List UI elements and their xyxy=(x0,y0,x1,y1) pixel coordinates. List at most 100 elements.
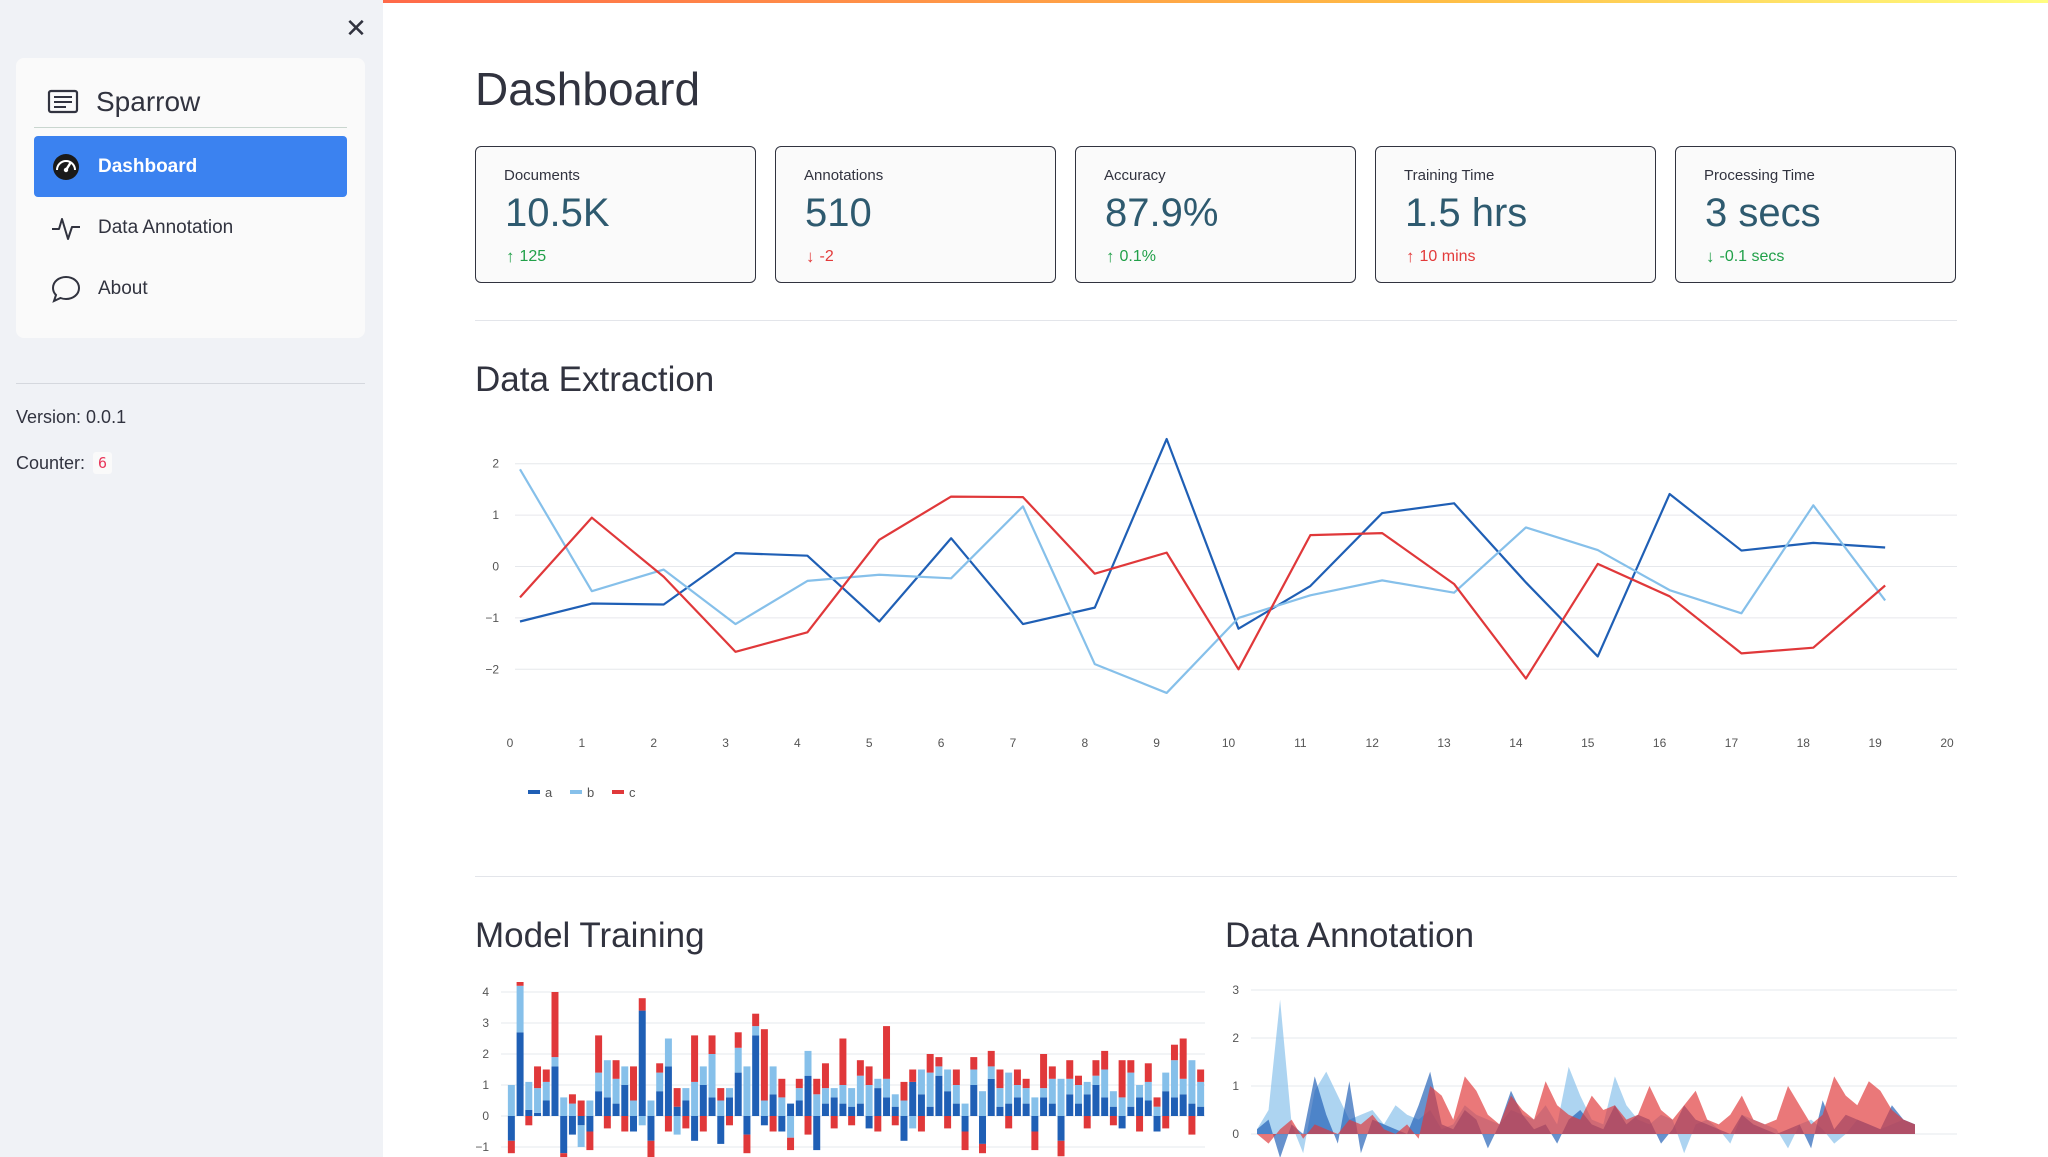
bar-c xyxy=(813,1078,821,1095)
bar-b xyxy=(1144,1081,1152,1101)
metric-delta: ↓ -0.1 secs xyxy=(1706,247,1785,266)
bar-a xyxy=(909,1081,917,1116)
bar-b xyxy=(656,1072,664,1092)
legend-label-c: c xyxy=(629,785,636,800)
y-tick-label: 1 xyxy=(1232,1079,1239,1093)
x-tick-label: 2 xyxy=(650,736,657,750)
bar-c xyxy=(1188,1116,1196,1135)
bar-c xyxy=(1170,1044,1178,1061)
bar-b xyxy=(638,1116,646,1126)
bar-b xyxy=(1197,1081,1205,1107)
sidebar-item-data-annotation[interactable]: Data Annotation xyxy=(34,197,347,258)
bar-c xyxy=(804,1116,812,1135)
bar-b xyxy=(935,1066,943,1076)
x-tick-label: 15 xyxy=(1581,736,1595,750)
bar-b xyxy=(1179,1078,1187,1095)
sidebar-item-about[interactable]: About xyxy=(34,258,347,319)
bar-c xyxy=(1109,1116,1117,1126)
bar-c xyxy=(551,992,559,1058)
x-tick-label: 14 xyxy=(1509,736,1523,750)
section-title-training: Model Training xyxy=(475,916,705,955)
bar-b xyxy=(568,1103,576,1116)
bar-a xyxy=(621,1085,629,1116)
bar-c xyxy=(769,1116,777,1132)
bar-c xyxy=(595,1035,603,1073)
bar-a xyxy=(542,1100,550,1116)
x-tick-label: 3 xyxy=(722,736,729,750)
section-title-extraction: Data Extraction xyxy=(475,360,715,399)
bar-b xyxy=(979,1091,987,1116)
bar-b xyxy=(856,1075,864,1104)
bar-a xyxy=(1153,1116,1161,1132)
bar-a xyxy=(1022,1103,1030,1116)
bar-c xyxy=(734,1032,742,1048)
bar-c xyxy=(656,1063,664,1073)
bar-a xyxy=(1144,1100,1152,1116)
version-text: Version: 0.0.1 xyxy=(16,407,127,427)
top-decoration-bar xyxy=(0,0,2048,3)
metric-delta: ↑ 0.1% xyxy=(1106,247,1156,266)
bar-b xyxy=(891,1094,899,1107)
bar-a xyxy=(1048,1103,1056,1116)
nav-menu: Sparrow Dashboard Data Annotation xyxy=(16,58,365,338)
arrow-down-icon: ↓ xyxy=(806,247,815,266)
close-sidebar-icon[interactable]: ✕ xyxy=(345,13,367,43)
metric-documents: Documents 10.5K ↑ 125 xyxy=(475,146,756,283)
y-tick-label: 2 xyxy=(492,457,499,471)
bar-a xyxy=(917,1094,925,1116)
bar-b xyxy=(804,1050,812,1076)
bar-b xyxy=(865,1085,873,1116)
bar-b xyxy=(621,1066,629,1085)
legend-swatch-a xyxy=(528,790,540,794)
bar-c xyxy=(1127,1060,1135,1073)
bar-c xyxy=(1048,1066,1056,1079)
bar-a xyxy=(1127,1106,1135,1116)
bar-b xyxy=(1118,1097,1126,1116)
bar-b xyxy=(917,1069,925,1095)
bar-c xyxy=(717,1088,725,1101)
bar-b xyxy=(1153,1106,1161,1116)
bar-a xyxy=(699,1085,707,1116)
bar-b xyxy=(1170,1060,1178,1098)
bar-b xyxy=(1022,1088,1030,1104)
x-tick-label: 6 xyxy=(938,736,945,750)
metric-label: Annotations xyxy=(804,167,884,184)
x-tick-label: 4 xyxy=(794,736,801,750)
bar-a xyxy=(813,1116,821,1151)
bar-a xyxy=(1066,1094,1074,1116)
metric-value: 1.5 hrs xyxy=(1405,191,1528,235)
bar-b xyxy=(1083,1081,1091,1095)
bar-chart-training: −1 0 1 2 3 4 xyxy=(475,982,1205,1157)
x-tick-label: 11 xyxy=(1294,736,1307,750)
x-tick-label: 19 xyxy=(1868,736,1882,750)
bar-c xyxy=(507,1140,515,1154)
bar-a xyxy=(787,1103,795,1116)
bar-a xyxy=(1197,1106,1205,1116)
bar-c xyxy=(516,982,524,986)
bar-b xyxy=(996,1088,1004,1107)
bar-c xyxy=(673,1088,681,1107)
bar-b xyxy=(551,1057,559,1067)
bar-b xyxy=(813,1094,821,1116)
sidebar-item-dashboard[interactable]: Dashboard xyxy=(34,136,347,197)
bar-a xyxy=(987,1078,995,1116)
y-tick-label: 1 xyxy=(482,1078,489,1092)
bar-a xyxy=(891,1106,899,1116)
receipt-icon xyxy=(47,89,79,113)
bar-a xyxy=(551,1066,559,1116)
metric-delta: ↑ 125 xyxy=(506,247,547,266)
bar-a xyxy=(1109,1106,1117,1116)
series-line-a xyxy=(519,437,1886,658)
bar-b xyxy=(848,1088,856,1107)
bar-c xyxy=(1179,1038,1187,1079)
bar-a xyxy=(603,1097,611,1116)
bar-a xyxy=(1074,1103,1082,1116)
bar-c xyxy=(1057,1140,1065,1157)
x-tick-label: 20 xyxy=(1940,736,1954,750)
bar-b xyxy=(830,1088,838,1098)
arrow-up-icon: ↑ xyxy=(1106,247,1115,266)
bar-b xyxy=(1005,1072,1013,1104)
bar-b xyxy=(970,1069,978,1085)
page-title: Dashboard xyxy=(475,63,701,115)
bar-c xyxy=(996,1069,1004,1089)
